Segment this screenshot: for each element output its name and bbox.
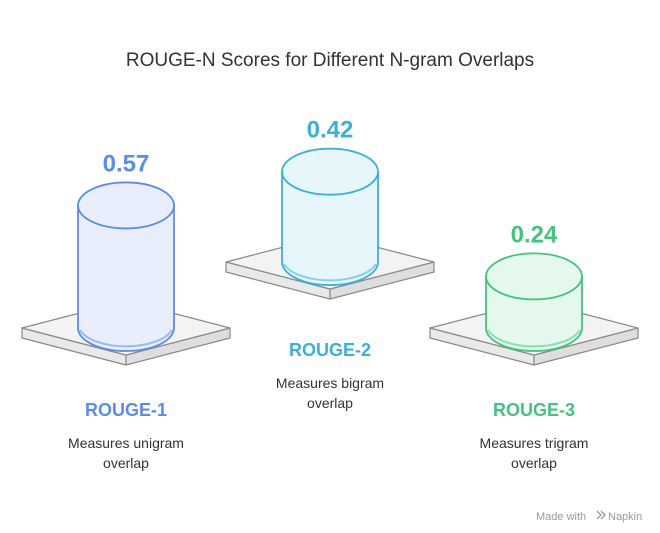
cylinder-top-1 (77, 181, 175, 230)
cylinder-top-3 (485, 252, 583, 301)
description-1-line-2: overlap (103, 455, 149, 471)
category-label-3: ROUGE-3 (493, 400, 575, 420)
description-3-line-2: overlap (511, 455, 557, 471)
watermark-brand: Napkin (608, 511, 642, 523)
cylinder-base-rim (79, 329, 173, 348)
category-label-1: ROUGE-1 (85, 400, 167, 420)
value-label-3: 0.24 (511, 221, 558, 248)
description-2-line-2: overlap (307, 395, 353, 411)
cylinder-group-2: 0.42 ROUGE-2 Measures bigram overlap (225, 117, 435, 411)
cylinder-bars: 0.57 ROUGE-1 Measures unigram overlap 0.42 RO… (21, 117, 639, 471)
watermark-prefix: Made with (536, 511, 586, 523)
cylinder-bar-rouge-2 (281, 170, 379, 286)
cylinder-base-rim (487, 329, 581, 348)
cylinder-group-1: 0.57 ROUGE-1 Measures unigram overlap (21, 150, 231, 471)
cylinder-bar-rouge-1 (77, 204, 175, 352)
description-2-line-1: Measures bigram (276, 375, 384, 391)
value-label-2: 0.42 (307, 117, 354, 144)
description-1-line-1: Measures unigram (68, 435, 184, 451)
chart-title: ROUGE-N Scores for Different N-gram Over… (126, 50, 534, 71)
cylinder-top-2 (281, 147, 379, 196)
cylinder-group-3: 0.24 ROUGE-3 Measures trigram overlap (429, 221, 639, 471)
category-label-2: ROUGE-2 (289, 340, 371, 360)
cylinder-base-rim (283, 263, 377, 282)
napkin-logo-icon (596, 510, 606, 520)
value-label-1: 0.57 (103, 150, 150, 177)
description-3-line-1: Measures trigram (480, 435, 589, 451)
watermark: Made with Napkin (536, 510, 642, 523)
